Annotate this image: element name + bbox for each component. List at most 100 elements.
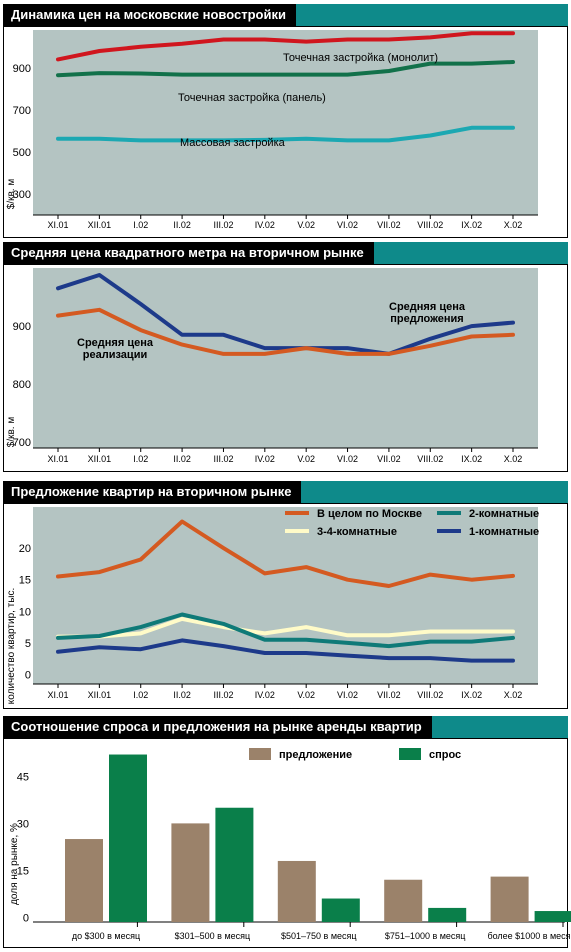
legend-label: 1-комнатные bbox=[469, 526, 539, 538]
x-tick-label: $301–500 в месяц bbox=[175, 931, 251, 941]
bar-supply bbox=[384, 879, 423, 922]
bar-demand bbox=[428, 907, 467, 922]
bar-demand bbox=[534, 911, 571, 922]
y-axis-label: количество квартир, тыс. bbox=[6, 588, 17, 704]
series-line-3 bbox=[56, 638, 515, 663]
x-tick-label: IX.02 bbox=[461, 454, 482, 464]
x-tick-label: VIII.02 bbox=[417, 220, 443, 230]
series-line-0 bbox=[56, 519, 515, 588]
bar-demand bbox=[109, 754, 147, 922]
x-tick-label: X.02 bbox=[504, 454, 523, 464]
y-tick-label: 300 bbox=[13, 189, 31, 201]
y-tick-label: 5 bbox=[25, 638, 31, 650]
x-tick-label: IV.02 bbox=[255, 690, 275, 700]
y-axis-label: $/кв. м bbox=[6, 417, 17, 448]
y-tick-label: 900 bbox=[13, 321, 31, 333]
x-tick-label: $501–750 в месяц bbox=[281, 931, 357, 941]
y-tick-label: 10 bbox=[19, 606, 31, 618]
plot-area bbox=[33, 30, 538, 215]
x-tick-label: I.02 bbox=[133, 690, 148, 700]
series-line-1 bbox=[56, 307, 515, 356]
bar-supply bbox=[65, 839, 103, 922]
x-tick-label: II.02 bbox=[173, 690, 191, 700]
chart-svg: 0 15 30 45 доля на рынке, % до $300 в месяц $3… bbox=[9, 748, 571, 941]
chart-secondary-price: Средняя цена квадратного метра на вторич… bbox=[3, 242, 568, 472]
x-tick-label: XI.01 bbox=[47, 220, 68, 230]
x-tick-label: V.02 bbox=[297, 454, 315, 464]
x-tick-label: VIII.02 bbox=[417, 454, 443, 464]
bar-supply bbox=[171, 823, 210, 922]
y-tick-label: 0 bbox=[23, 912, 29, 924]
y-axis-label: доля на рынке, % bbox=[9, 823, 20, 905]
x-tick-label: IV.02 bbox=[255, 220, 275, 230]
y-tick-label: 800 bbox=[13, 379, 31, 391]
series-label: Средняя цена предложения bbox=[389, 301, 466, 325]
bar-supply bbox=[277, 860, 316, 922]
x-tick-label: IX.02 bbox=[461, 690, 482, 700]
series-line-0 bbox=[56, 31, 515, 62]
x-tick-label: XII.01 bbox=[88, 690, 112, 700]
y-tick-label: 900 bbox=[13, 63, 31, 75]
y-tick-label: 700 bbox=[13, 105, 31, 117]
x-tick-label: VI.02 bbox=[337, 454, 358, 464]
series-line-1 bbox=[56, 60, 515, 78]
series-label: Массовая застройка bbox=[180, 137, 286, 149]
series-label: Точечная застройка (монолит) bbox=[283, 52, 438, 64]
x-tick-label: X.02 bbox=[504, 690, 523, 700]
series-line-2 bbox=[56, 612, 515, 649]
legend-label: 2-комнатные bbox=[469, 508, 539, 520]
x-tick-label: I.02 bbox=[133, 454, 148, 464]
x-tick-label: IV.02 bbox=[255, 454, 275, 464]
chart-title: Динамика цен на московские новостройки bbox=[3, 4, 296, 26]
x-tick-label: V.02 bbox=[297, 690, 315, 700]
x-tick-label: VII.02 bbox=[377, 454, 401, 464]
chart-svg: 300 500 700 900 $/кв. м XI.01 XII.01 I.02 II.02 I… bbox=[6, 30, 538, 230]
x-tick-label: VI.02 bbox=[337, 220, 358, 230]
y-tick-label: 20 bbox=[19, 543, 31, 555]
series-label: Точечная застройка (панель) bbox=[178, 92, 326, 104]
x-tick-label: VI.02 bbox=[337, 690, 358, 700]
x-tick-label: III.02 bbox=[213, 220, 233, 230]
legend-label: предложение bbox=[279, 749, 352, 761]
x-tick-label: до $300 в месяц bbox=[72, 931, 140, 941]
series-line-1 bbox=[56, 616, 515, 639]
y-tick-label: 15 bbox=[19, 575, 31, 587]
y-tick-label: 15 bbox=[17, 865, 29, 877]
x-tick-label: XII.01 bbox=[88, 454, 112, 464]
series-line-2 bbox=[56, 125, 515, 143]
x-tick-label: II.02 bbox=[173, 454, 191, 464]
y-axis-label: $/кв. м bbox=[6, 179, 17, 210]
x-tick-label: III.02 bbox=[213, 690, 233, 700]
x-tick-label: XI.01 bbox=[47, 454, 68, 464]
chart-title: Предложение квартир на вторичном рынке bbox=[3, 481, 302, 503]
x-tick-label: $751–1000 в месяц bbox=[385, 931, 466, 941]
series-line-0 bbox=[56, 273, 515, 356]
chart-svg: 0 5 10 15 20 количество квартир, тыс. XI.01 XII… bbox=[6, 507, 539, 704]
y-tick-label: 500 bbox=[13, 147, 31, 159]
x-tick-label: XII.01 bbox=[88, 220, 112, 230]
x-tick-label: VII.02 bbox=[377, 220, 401, 230]
x-tick-label: VIII.02 bbox=[417, 690, 443, 700]
bar-demand bbox=[215, 807, 254, 922]
legend-label: спрос bbox=[429, 749, 461, 761]
legend-swatch bbox=[249, 748, 271, 760]
x-tick-label: V.02 bbox=[297, 220, 315, 230]
legend-label: В целом по Москве bbox=[317, 508, 422, 520]
x-tick-label: IX.02 bbox=[461, 220, 482, 230]
y-tick-label: 30 bbox=[17, 818, 29, 830]
x-tick-label: XI.01 bbox=[47, 690, 68, 700]
y-tick-label: 0 bbox=[25, 670, 31, 682]
chart-rent-market: Соотношение спроса и предложения на рынк… bbox=[3, 716, 571, 948]
x-tick-label: X.02 bbox=[504, 220, 523, 230]
legend-swatch bbox=[399, 748, 421, 760]
x-tick-label: I.02 bbox=[133, 220, 148, 230]
chart-title: Соотношение спроса и предложения на рынк… bbox=[3, 716, 432, 738]
chart-new-buildings: Динамика цен на московские новостройки 3… bbox=[3, 4, 568, 238]
x-tick-label: II.02 bbox=[173, 220, 191, 230]
chart-title: Средняя цена квадратного метра на вторич… bbox=[3, 242, 374, 264]
series-label: Средняя цена реализации bbox=[77, 337, 154, 361]
y-tick-label: 45 bbox=[17, 771, 29, 783]
plot-area bbox=[33, 268, 538, 448]
chart-svg: 700 800 900 $/кв. м XI.01 XII.01 I.02 II.02 III.… bbox=[6, 268, 538, 464]
chart-secondary-supply: Предложение квартир на вторичном рынке 0… bbox=[3, 481, 568, 709]
